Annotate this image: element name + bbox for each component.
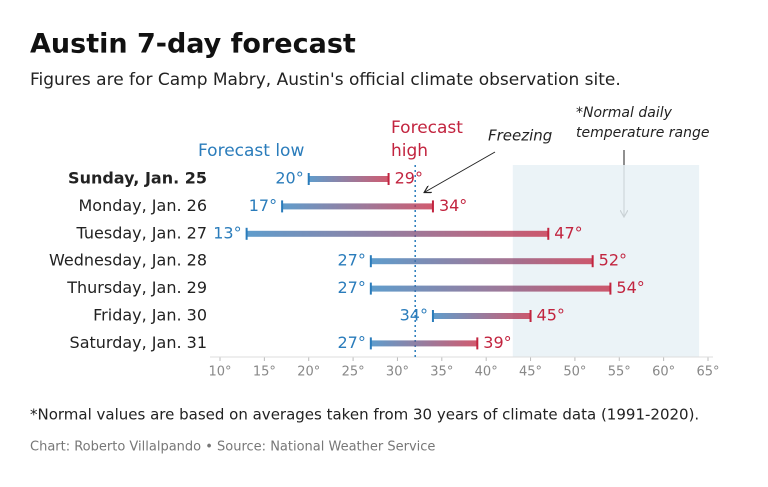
category-label: Sunday, Jan. 25: [68, 169, 207, 188]
x-tick-label: 45°: [519, 365, 542, 380]
x-tick-label: 25°: [342, 365, 365, 380]
source: Chart: Roberto Villalpando • Source: Nat…: [30, 440, 435, 455]
range-bar: [282, 203, 433, 210]
legend-low: Forecast low: [198, 141, 305, 161]
range-bar: [246, 230, 549, 237]
x-tick-label: 20°: [297, 365, 320, 380]
arrow: [425, 151, 496, 192]
range-bar: [370, 285, 611, 292]
high-label: 29°: [395, 169, 423, 188]
range-bar: [432, 313, 531, 319]
category-label: Tuesday, Jan. 27: [76, 223, 207, 242]
x-tick-label: 60°: [652, 365, 675, 380]
high-label: 45°: [537, 306, 565, 325]
category-label: Monday, Jan. 26: [78, 196, 207, 215]
range-bar: [370, 258, 593, 265]
low-label: 27°: [337, 251, 365, 270]
category-label: Saturday, Jan. 31: [70, 333, 207, 352]
x-tick-label: 50°: [563, 365, 586, 380]
high-label: 52°: [599, 251, 627, 270]
x-tick-label: 65°: [696, 365, 719, 380]
low-label: 20°: [275, 169, 303, 188]
x-tick-label: 40°: [475, 365, 498, 380]
x-tick-label: 30°: [386, 365, 409, 380]
subtitle: Figures are for Camp Mabry, Austin's off…: [30, 70, 621, 90]
x-tick-label: 15°: [253, 365, 276, 380]
low-label: 27°: [337, 278, 365, 297]
x-tick-label: 35°: [430, 365, 453, 380]
high-label: 47°: [554, 223, 582, 242]
low-label: 27°: [337, 333, 365, 352]
title: Austin 7-day forecast: [30, 29, 356, 60]
high-label: 54°: [616, 278, 644, 297]
high-label: 34°: [439, 196, 467, 215]
range-bar: [308, 176, 389, 182]
range-bar: [370, 340, 478, 347]
normal-label: *Normal daily temperature range: [576, 105, 710, 141]
high-label: 39°: [483, 333, 511, 352]
x-tick-label: 10°: [208, 365, 231, 380]
low-label: 13°: [213, 223, 241, 242]
category-label: Thursday, Jan. 29: [66, 278, 207, 297]
x-tick-label: 55°: [608, 365, 631, 380]
footnote: *Normal values are based on averages tak…: [30, 406, 699, 424]
low-label: 17°: [249, 196, 277, 215]
category-label: Wednesday, Jan. 28: [49, 251, 207, 270]
low-label: 34°: [400, 306, 428, 325]
legend-high: Forecast high: [391, 118, 463, 161]
freezing-label: Freezing: [488, 127, 552, 145]
category-label: Friday, Jan. 30: [93, 306, 207, 325]
